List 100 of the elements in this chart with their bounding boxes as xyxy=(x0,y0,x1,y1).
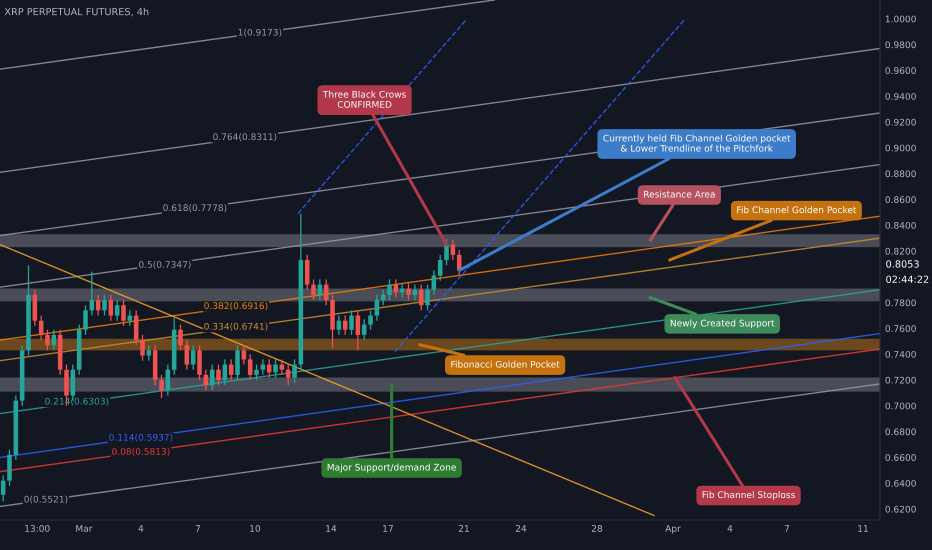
annotation: Currently held Fib Channel Golden pocket & Lower Trendline of the Pitchfork xyxy=(603,134,790,152)
candlestick xyxy=(394,278,398,298)
candlestick xyxy=(204,369,208,391)
y-tick-label: 0.8400 xyxy=(885,222,916,229)
candlestick xyxy=(368,310,373,330)
candlestick xyxy=(38,314,44,341)
candlestick xyxy=(0,474,6,502)
candlestick xyxy=(273,358,278,378)
y-tick-label: 1.0000 xyxy=(886,16,916,22)
candlestick xyxy=(52,329,56,351)
y-tick-label: 0.7200 xyxy=(885,376,916,384)
y-tick-label: 0.8200 xyxy=(885,248,916,255)
x-tick-label: 7 xyxy=(196,525,200,532)
candlestick xyxy=(184,339,190,370)
candlestick xyxy=(146,344,152,362)
candlestick xyxy=(210,364,214,391)
candlestick xyxy=(336,314,342,336)
candlestick xyxy=(102,294,107,316)
candlestick xyxy=(292,358,297,384)
candlestick xyxy=(114,299,120,322)
candlestick xyxy=(96,294,100,316)
annotation: Three Black Crows CONFIRMED xyxy=(322,90,406,108)
candlestick xyxy=(280,358,284,376)
candlestick xyxy=(83,304,88,336)
candlestick xyxy=(412,284,418,301)
candlestick xyxy=(425,284,430,311)
y-tick-label: 0.7800 xyxy=(885,299,916,306)
candlestick xyxy=(406,282,411,301)
y-tick-label: 0.8800 xyxy=(885,170,916,178)
x-tick-label: 4 xyxy=(138,525,144,532)
candlestick xyxy=(400,282,404,298)
x-tick-label: 14 xyxy=(326,525,336,532)
candlestick xyxy=(254,364,259,381)
y-tick-label: 0.6200 xyxy=(885,506,916,513)
candlestick xyxy=(374,294,380,322)
annotation: Resistance Area xyxy=(644,190,715,198)
annotation: 0.334(0.6741) xyxy=(204,322,268,331)
candlestick xyxy=(349,310,354,336)
x-tick-label: Apr xyxy=(665,525,681,534)
y-tick-label: 0.7400 xyxy=(885,350,916,358)
x-tick-label: Mar xyxy=(76,525,92,532)
annotation: 0.08(0.5813) xyxy=(112,448,170,456)
candlestick xyxy=(248,354,252,381)
annotation: Fib Channel Stoploss xyxy=(702,491,795,500)
candlestick xyxy=(450,238,456,261)
candlestick xyxy=(387,278,392,301)
y-tick-label: 0.6600 xyxy=(885,454,916,461)
y-tick-label: 0.9800 xyxy=(885,41,916,48)
annotation: 0.5(0.7347) xyxy=(138,260,191,269)
annotation: 0.764(0.8311) xyxy=(213,133,276,142)
candlestick xyxy=(438,254,442,282)
x-tick-label: 28 xyxy=(592,525,602,532)
annotation: Major Support/demand Zone xyxy=(328,464,456,472)
x-tick-label: 7 xyxy=(784,525,790,532)
text: XRP PERPETUAL FUTURES, 4h xyxy=(4,8,148,16)
candlestick xyxy=(190,344,196,370)
x-tick-label: 11 xyxy=(858,525,868,532)
x-tick-label: 24 xyxy=(516,525,526,532)
candlestick xyxy=(356,310,360,351)
candlestick xyxy=(90,271,94,316)
y-tick-label: 0.7600 xyxy=(885,325,916,332)
annotation: 1(0.9173) xyxy=(238,28,282,37)
candlestick xyxy=(432,270,436,296)
annotation: Newly Created Support xyxy=(670,319,774,328)
candlestick xyxy=(286,364,290,386)
candlestick xyxy=(178,324,183,351)
candlestick xyxy=(318,278,322,301)
candlestick xyxy=(380,289,386,306)
y-tick-label: 0.9200 xyxy=(885,118,916,126)
annotation: 0.618(0.7778) xyxy=(163,204,226,212)
y-tick-label: 0.6400 xyxy=(885,480,916,487)
y-tick-label: 0.6800 xyxy=(885,428,916,436)
candlestick xyxy=(45,329,50,351)
annotation: Fib Channel Golden Pocket xyxy=(737,206,856,214)
y-tick-label: 0.8600 xyxy=(885,196,916,203)
x-tick-label: 4 xyxy=(728,525,732,532)
candlestick xyxy=(311,278,316,301)
candlestick xyxy=(216,364,221,386)
candlestick xyxy=(260,358,266,376)
annotation: 0(0.5521) xyxy=(24,496,68,504)
x-tick-label: 13:00 xyxy=(25,525,50,532)
y-tick-label: 0.9400 xyxy=(885,92,916,100)
y-tick-label: 0.7000 xyxy=(885,402,916,410)
x-tick-label: 10 xyxy=(250,525,260,532)
y-tick-label: 0.9000 xyxy=(885,144,916,152)
candlestick xyxy=(140,334,145,362)
candlestick xyxy=(128,310,132,326)
candlestick xyxy=(362,318,366,341)
candlestick xyxy=(228,358,234,381)
candlestick xyxy=(108,294,114,322)
candlestick xyxy=(418,284,424,311)
candlestick xyxy=(342,314,348,336)
candlestick xyxy=(242,344,246,366)
annotation: 0.382(0.6916) xyxy=(204,302,268,310)
annotation: Fibonacci Golden Pocket xyxy=(451,360,560,368)
candlestick xyxy=(121,299,126,326)
candlestick xyxy=(266,358,272,378)
annotation: 0.114(0.5937) xyxy=(109,434,172,442)
candlestick xyxy=(324,278,328,306)
text: 0.8053 xyxy=(886,260,919,268)
